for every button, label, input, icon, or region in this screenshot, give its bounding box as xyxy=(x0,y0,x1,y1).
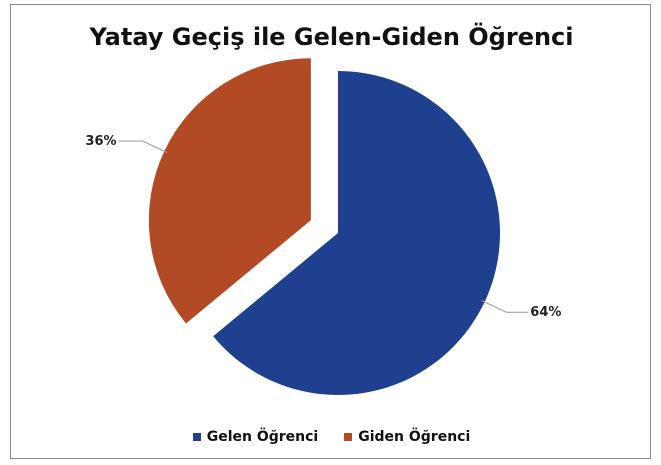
pie-slice-giden xyxy=(148,58,311,324)
legend-swatch-gelen xyxy=(192,433,201,441)
legend-swatch-giden xyxy=(344,433,353,441)
pie-chart: 64% 36% xyxy=(85,58,561,395)
leader-line-giden xyxy=(118,140,168,154)
chart-frame: Yatay Geçiş ile Gelen-Giden Öğrenci 64% 3… xyxy=(10,4,651,459)
legend-label-giden: Giden Öğrenci xyxy=(358,429,471,445)
legend-label-gelen: Gelen Öğrenci xyxy=(206,429,319,445)
data-label-giden: 36% xyxy=(85,134,116,149)
chart-title: Yatay Geçiş ile Gelen-Giden Öğrenci xyxy=(89,23,574,51)
chart-legend: Gelen Öğrenci Giden Öğrenci xyxy=(11,429,652,445)
leader-line-gelen xyxy=(481,300,529,313)
data-label-gelen: 64% xyxy=(530,305,561,320)
pie-slice-gelen xyxy=(213,71,500,395)
legend-item-gelen: Gelen Öğrenci xyxy=(192,429,319,445)
legend-item-giden: Giden Öğrenci xyxy=(344,429,470,445)
